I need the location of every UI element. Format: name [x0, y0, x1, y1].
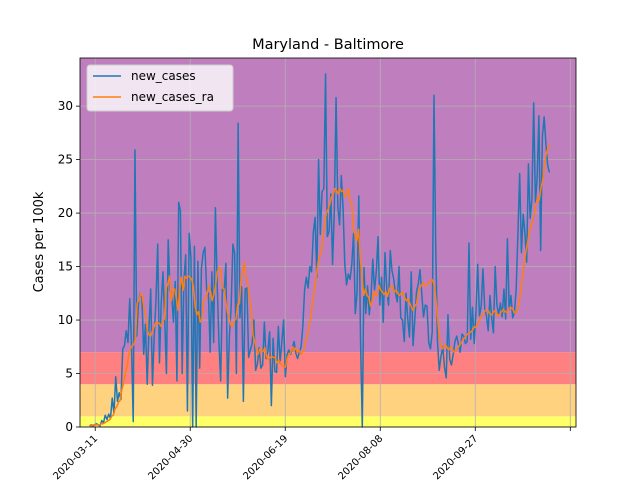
legend-box [86, 64, 234, 112]
y-tick-label: 10 [58, 313, 73, 327]
y-tick-label: 15 [58, 260, 73, 274]
x-tick-label: 2020-08-08 [337, 433, 386, 480]
x-axis: 2020-03-11 2020-04-30 2020-06-19 2020-08-08… [51, 427, 571, 480]
risk-band-1 [80, 384, 576, 417]
y-tick-label: 25 [58, 153, 73, 167]
risk-bands [80, 58, 576, 427]
legend: new_cases new_cases_ra [86, 64, 234, 112]
y-axis-label: Cases per 100k [32, 191, 47, 292]
x-tick-label: 2020-06-19 [241, 433, 290, 480]
risk-band-0 [80, 416, 576, 427]
risk-band-2 [80, 352, 576, 385]
plot-frame [79, 57, 577, 428]
series-new-cases-ra [89, 144, 551, 427]
y-tick-label: 0 [65, 420, 73, 434]
y-tick-label: 5 [65, 367, 73, 381]
legend-label: new_cases_ra [131, 90, 214, 104]
x-tick-label: 2020-09-27 [432, 433, 481, 480]
y-tick-label: 20 [58, 206, 73, 220]
series-new-cases [89, 73, 551, 428]
x-tick-label: 2020-03-11 [51, 433, 100, 480]
y-tick-label: 30 [58, 99, 73, 113]
chart-title: Maryland - Baltimore [252, 37, 404, 53]
y-axis: 0 5 10 15 20 25 30 [58, 99, 80, 434]
x-tick-label: 2020-04-30 [146, 433, 195, 480]
series-lines [89, 73, 551, 428]
legend-label: new_cases [131, 69, 196, 83]
